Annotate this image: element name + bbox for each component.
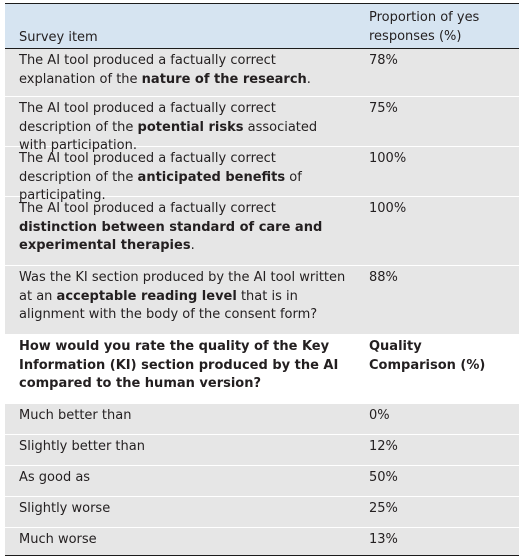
rating-row: Slightly worse 25% xyxy=(5,497,519,528)
rating-row: Much worse 13% xyxy=(5,528,519,555)
rating-row: As good as 50% xyxy=(5,466,519,497)
survey-item-text-end: that is in alignment with the body of th… xyxy=(19,288,318,323)
quality-comparison-header: Quality Comparison (%) xyxy=(358,335,519,403)
survey-item-text-end: . xyxy=(306,71,311,87)
survey-item-emphasis: distinction between standard of care and… xyxy=(19,219,323,254)
rating-value: 13% xyxy=(369,532,398,547)
survey-item-cell: The AI tool produced a factually correct… xyxy=(5,147,358,203)
quality-question: How would you rate the quality of the Ke… xyxy=(5,335,358,403)
yes-proportion-value: 78% xyxy=(369,53,398,68)
rating-value: 12% xyxy=(369,439,398,454)
survey-item-emphasis: anticipated benefits xyxy=(137,169,286,185)
yes-proportion-value: 100% xyxy=(369,151,407,166)
rating-row: Much better than 0% xyxy=(5,404,519,435)
quality-question-row: How would you rate the quality of the Ke… xyxy=(5,335,519,404)
rating-value: 0% xyxy=(369,408,390,423)
rating-label: Much worse xyxy=(19,532,97,547)
table-row: Was the KI section produced by the AI to… xyxy=(5,266,519,335)
rating-label: Much better than xyxy=(19,408,132,423)
survey-results-table: Survey item Proportion of yes responses … xyxy=(5,3,519,556)
quality-question-text: How would you rate the quality of the Ke… xyxy=(19,339,339,391)
survey-item-text-end: . xyxy=(190,238,195,253)
survey-item-cell: The AI tool produced a factually correct… xyxy=(5,49,358,96)
survey-item-text: The AI tool produced a factually correct… xyxy=(19,53,276,87)
rating-label: Slightly worse xyxy=(19,501,111,516)
survey-item-emphasis: acceptable reading level xyxy=(56,288,237,304)
survey-item-text: The AI tool produced a factually correct xyxy=(19,201,276,216)
yes-proportion-value: 88% xyxy=(369,270,398,285)
rating-row: Slightly better than 12% xyxy=(5,435,519,466)
rating-value: 50% xyxy=(369,470,398,485)
survey-item-emphasis: nature of the research xyxy=(141,71,307,87)
table-row: The AI tool produced a factually correct… xyxy=(5,49,519,97)
quality-comparison-header-text: Quality Comparison (%) xyxy=(369,339,486,373)
table-row: The AI tool produced a factually correct… xyxy=(5,97,519,153)
table-header-row: Survey item Proportion of yes responses … xyxy=(5,4,519,49)
column-header-survey-item: Survey item xyxy=(5,4,358,48)
yes-proportion-value: 100% xyxy=(369,201,407,216)
survey-item-cell: The AI tool produced a factually correct… xyxy=(5,197,358,265)
survey-item-cell: Was the KI section produced by the AI to… xyxy=(5,266,358,334)
column-header-survey-item-label: Survey item xyxy=(19,29,98,45)
rating-label: Slightly better than xyxy=(19,439,145,454)
table-row: The AI tool produced a factually correct… xyxy=(5,147,519,203)
survey-item-text-end: associated with participation. xyxy=(19,119,318,154)
yes-proportion-value: 75% xyxy=(369,101,398,116)
survey-item-text-end: of participating. xyxy=(19,169,302,204)
survey-item-text: The AI tool produced a factually correct… xyxy=(19,101,276,135)
survey-item-text: Was the KI section produced by the AI to… xyxy=(19,270,346,304)
survey-item-emphasis: potential risks xyxy=(137,119,244,135)
survey-item-cell: The AI tool produced a factually correct… xyxy=(5,97,358,153)
rating-value: 25% xyxy=(369,501,398,516)
table-row: The AI tool produced a factually correct… xyxy=(5,197,519,266)
column-header-proportion: Proportion of yes responses (%) xyxy=(369,10,480,44)
rating-label: As good as xyxy=(19,470,91,485)
survey-item-text: The AI tool produced a factually correct… xyxy=(19,151,276,185)
